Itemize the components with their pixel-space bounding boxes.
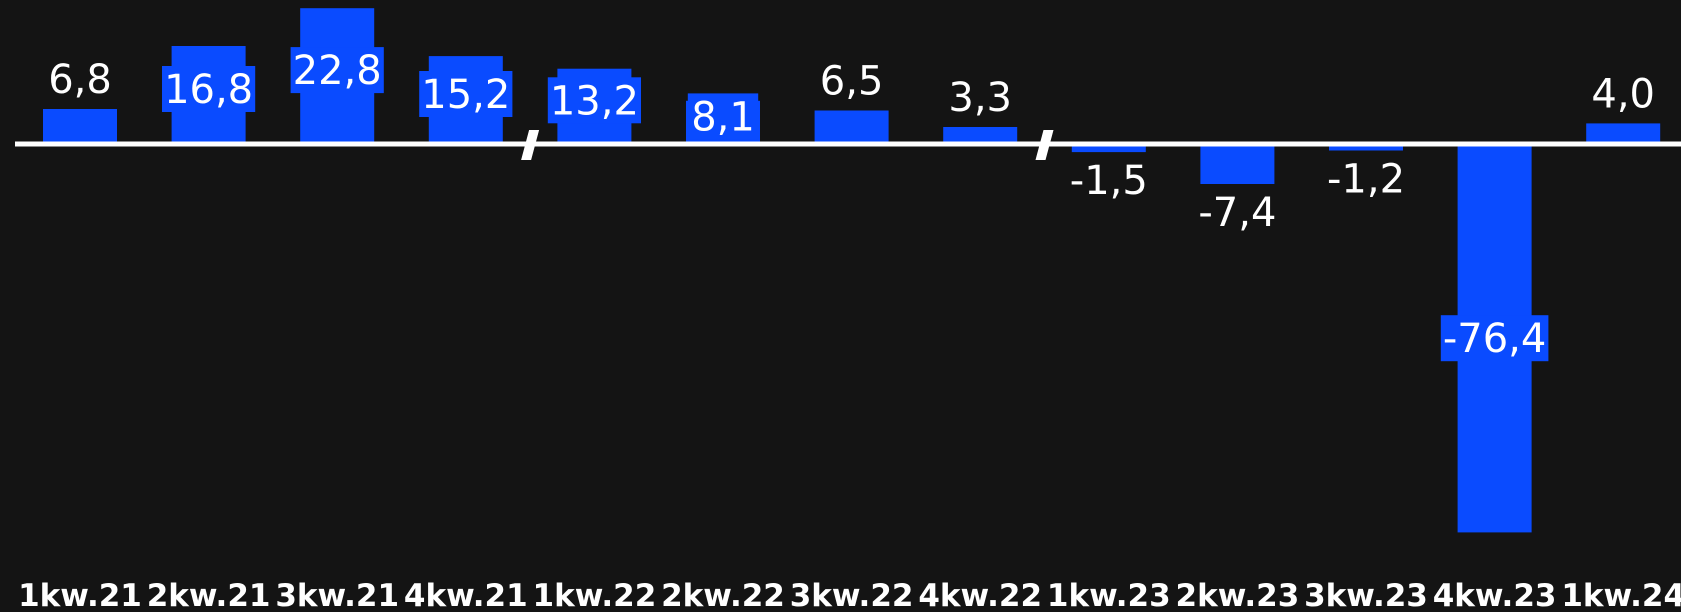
data-label-box bbox=[162, 66, 256, 112]
data-label: -1,5 bbox=[1070, 158, 1148, 204]
data-label: 13,2 bbox=[550, 78, 639, 124]
x-tick-label: 3kw.22 bbox=[790, 578, 914, 612]
x-tick-label: 1kw.23 bbox=[1047, 578, 1171, 612]
data-label: 15,2 bbox=[421, 72, 510, 118]
data-label: -7,4 bbox=[1198, 190, 1276, 236]
axis-break-marker bbox=[1035, 130, 1054, 160]
data-labels-group: 6,8 16,8 22,8 15,2 13,2 8,1 6,5 3,3 -1,5 -7,4 -1,2… bbox=[48, 47, 1655, 362]
data-label-box bbox=[419, 71, 513, 117]
data-label: 16,8 bbox=[164, 67, 253, 113]
data-label-box bbox=[290, 47, 384, 94]
x-tick-label: 2kw.23 bbox=[1176, 578, 1300, 612]
x-tick-label: 3kw.21 bbox=[275, 578, 399, 612]
data-label-box bbox=[1440, 315, 1549, 362]
x-tick-label: 3kw.23 bbox=[1304, 578, 1428, 612]
axis-breaks-group bbox=[521, 130, 1054, 160]
x-tick-label: 2kw.22 bbox=[661, 578, 785, 612]
data-label: 3,3 bbox=[948, 75, 1012, 121]
bar-1kw.24 bbox=[1586, 123, 1661, 144]
x-tick-label: 4kw.23 bbox=[1433, 578, 1557, 612]
tick-labels-group: 1kw.21 2kw.21 3kw.21 4kw.21 1kw.22 2kw.22 3kw.… bbox=[18, 578, 1681, 612]
x-tick-label: 2kw.21 bbox=[147, 578, 271, 612]
data-label: 4,0 bbox=[1591, 71, 1655, 117]
data-label-box bbox=[547, 77, 641, 124]
x-tick-label: 1kw.22 bbox=[533, 578, 657, 612]
x-tick-label: 1kw.24 bbox=[1561, 578, 1681, 612]
data-label-box bbox=[687, 93, 759, 140]
data-label: 22,8 bbox=[293, 48, 382, 94]
bar-3kw.22 bbox=[814, 110, 889, 144]
x-tick-label: 1kw.21 bbox=[18, 578, 142, 612]
data-label: -76,4 bbox=[1443, 316, 1547, 362]
data-label: -1,2 bbox=[1327, 157, 1405, 203]
bar-2kw.23 bbox=[1200, 144, 1275, 184]
bar-1kw.21 bbox=[43, 109, 117, 144]
bar-1kw.23 bbox=[1071, 144, 1146, 153]
x-tick-label: 4kw.21 bbox=[404, 578, 528, 612]
bar-4kw.22 bbox=[943, 127, 1018, 144]
bar-3kw.23 bbox=[1329, 144, 1403, 151]
axis-break-marker bbox=[521, 130, 540, 160]
data-label: 6,5 bbox=[820, 59, 884, 105]
data-label: 6,8 bbox=[48, 57, 112, 103]
data-label: 8,1 bbox=[691, 94, 755, 140]
x-tick-label: 4kw.22 bbox=[918, 578, 1042, 612]
